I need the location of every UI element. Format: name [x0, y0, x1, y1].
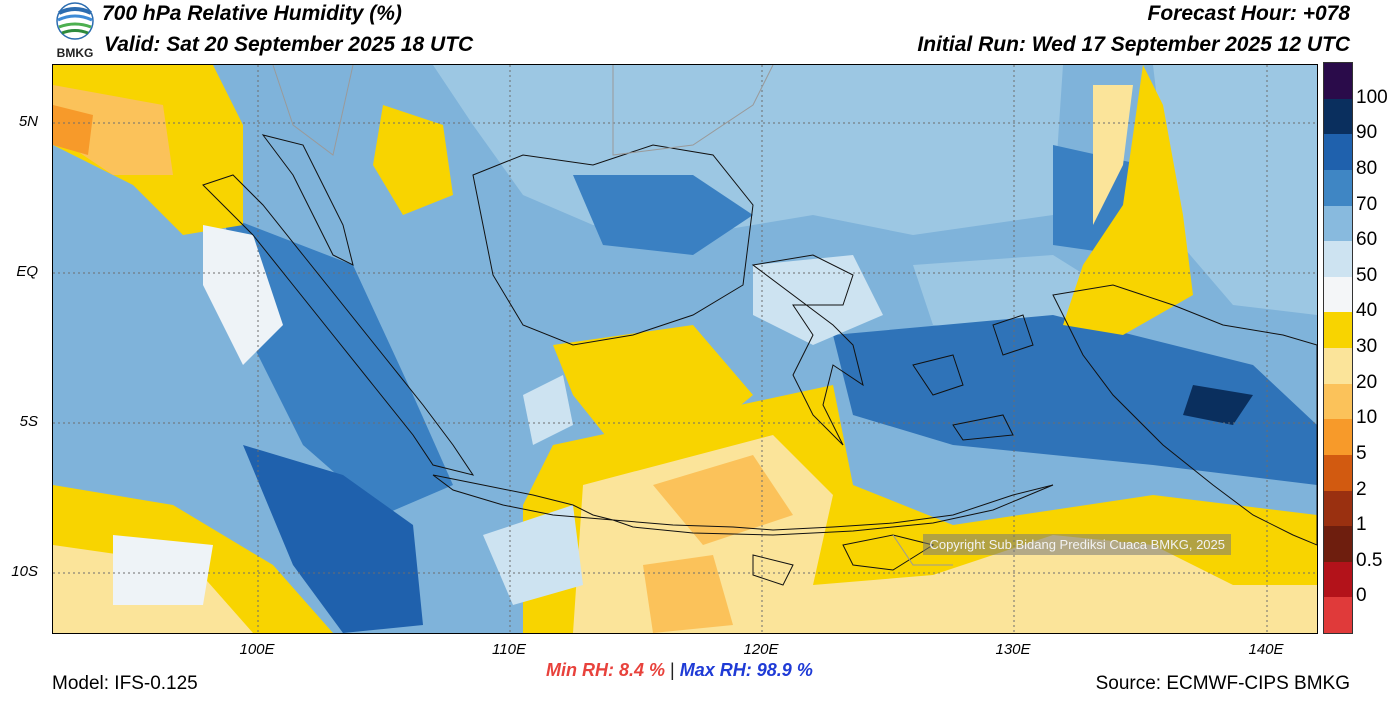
- forecast-hour: Forecast Hour: +078: [1147, 2, 1351, 25]
- colorbar-segment: [1324, 63, 1352, 99]
- model-info: Model: IFS-0.125: [52, 673, 198, 694]
- colorbar-segment: [1324, 98, 1352, 135]
- bmkg-logo: BMKG: [50, 1, 100, 60]
- colorbar-segment: [1324, 526, 1352, 563]
- colorbar-segment: [1324, 348, 1352, 384]
- colorbar-label: 2: [1356, 478, 1367, 500]
- valid-time: Valid: Sat 20 September 2025 18 UTC: [104, 33, 474, 56]
- humidity-map: Copyright Sub Bidang Prediksi Cuaca BMKG…: [52, 64, 1318, 634]
- colorbar-segment: [1324, 134, 1352, 171]
- colorbar-label: 1: [1356, 514, 1367, 536]
- lon-label-120e: 120E: [743, 641, 779, 658]
- colorbar-label: 70: [1356, 193, 1378, 215]
- lat-label-eq: EQ: [16, 263, 38, 280]
- min-rh-value: 8.4 %: [619, 660, 666, 680]
- colorbar-segment: [1324, 454, 1352, 491]
- colorbar-label: 60: [1356, 229, 1378, 251]
- source-info: Source: ECMWF-CIPS BMKG: [1095, 673, 1350, 694]
- colorbar-label: 0: [1356, 585, 1367, 607]
- min-rh-label: Min RH:: [546, 660, 614, 680]
- colorbar-segment: [1324, 383, 1352, 420]
- lon-label-110e: 110E: [492, 641, 526, 658]
- copyright-note: Copyright Sub Bidang Prediksi Cuaca BMKG…: [923, 534, 1231, 555]
- colorbar-label: 40: [1356, 300, 1378, 322]
- lat-label-5s: 5S: [19, 413, 38, 430]
- lat-label-10s: 10S: [11, 563, 38, 580]
- lat-label-5n: 5N: [18, 113, 38, 130]
- colorbar-segment: [1324, 597, 1352, 634]
- colorbar-label: 30: [1356, 336, 1378, 357]
- colorbar-label: 80: [1356, 157, 1378, 179]
- colorbar-segment: [1324, 490, 1352, 527]
- colorbar: [1323, 62, 1353, 634]
- colorbar-label: 10: [1356, 407, 1378, 429]
- colorbar-segment: [1324, 241, 1352, 278]
- colorbar-segment: [1324, 276, 1352, 313]
- max-rh-label: Max RH:: [679, 660, 752, 680]
- min-max-separator: |: [670, 660, 675, 680]
- initial-run: Initial Run: Wed 17 September 2025 12 UT…: [917, 33, 1350, 56]
- colorbar-label: 100: [1356, 86, 1388, 108]
- colorbar-label: 90: [1356, 122, 1378, 144]
- max-rh-value: 98.9 %: [756, 660, 813, 680]
- colorbar-label: 0.5: [1356, 549, 1383, 571]
- colorbar-segment: [1324, 205, 1352, 242]
- colorbar-segment: [1324, 419, 1352, 456]
- lon-label-140e: 140E: [1248, 641, 1284, 658]
- svg-text:BMKG: BMKG: [57, 46, 94, 59]
- page-title: 700 hPa Relative Humidity (%): [102, 2, 402, 25]
- colorbar-label: 5: [1356, 442, 1367, 464]
- colorbar-segment: [1324, 561, 1352, 598]
- colorbar-label: 20: [1356, 371, 1378, 393]
- min-max-readout: Min RH: 8.4 % | Max RH: 98.9 %: [546, 660, 813, 681]
- lon-label-130e: 130E: [995, 641, 1031, 658]
- lon-label-100e: 100E: [239, 641, 275, 658]
- colorbar-segment: [1324, 312, 1352, 349]
- colorbar-label: 50: [1356, 264, 1378, 286]
- colorbar-segment: [1324, 169, 1352, 206]
